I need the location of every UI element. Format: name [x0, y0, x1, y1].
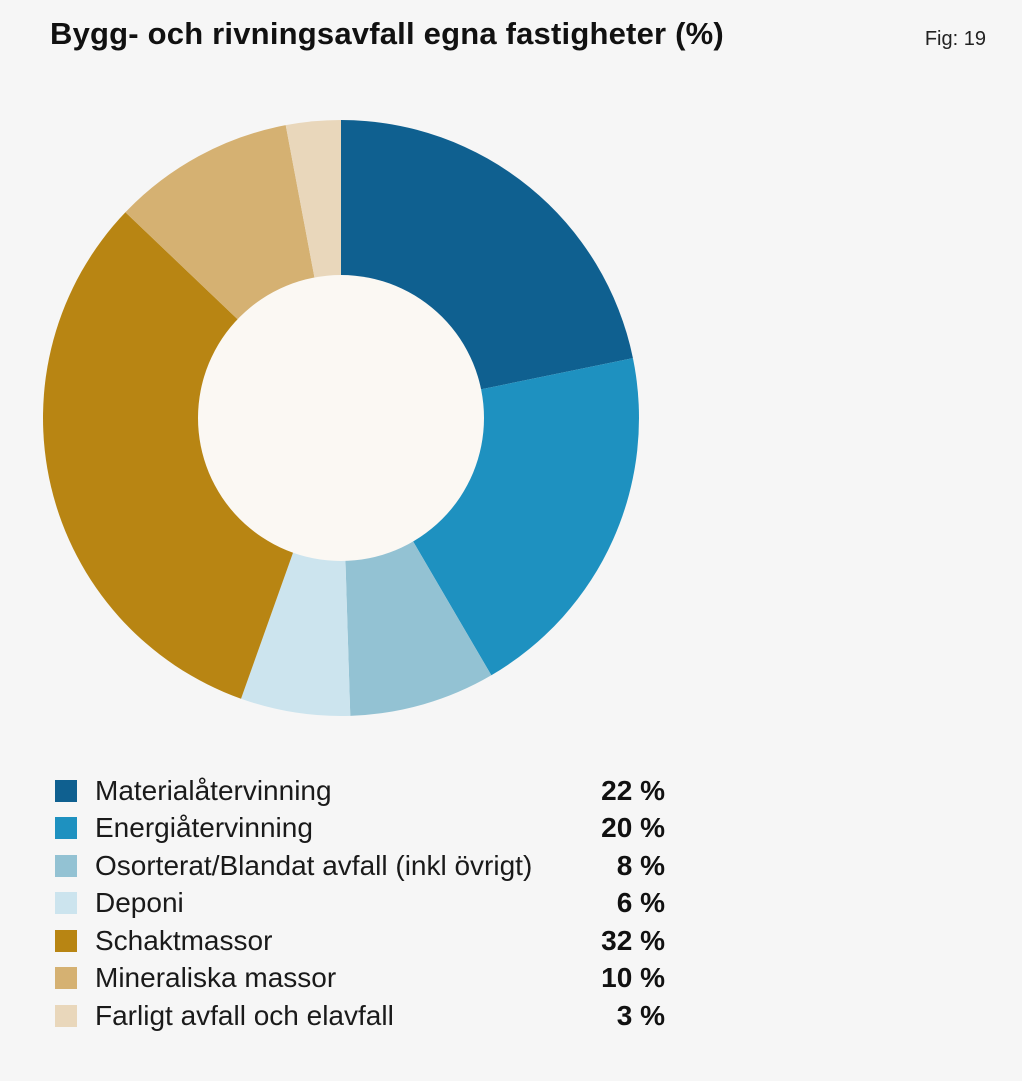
legend-swatch	[55, 817, 77, 840]
legend-item: Mineraliska massor 10 %	[55, 960, 665, 998]
legend-value: 6 %	[616, 887, 665, 919]
legend-label: Deponi	[95, 887, 184, 919]
legend-swatch	[55, 892, 77, 915]
legend-swatch	[55, 929, 77, 952]
legend-item: Schaktmassor 32 %	[55, 922, 665, 960]
legend-value: 22 %	[601, 774, 665, 806]
legend-item: Deponi 6 %	[55, 885, 665, 923]
legend-item: Energiåtervinning 20 %	[55, 810, 665, 848]
legend-label: Osorterat/Blandat avfall (inkl övrigt)	[95, 849, 533, 881]
donut-slice-5	[43, 212, 342, 699]
legend: Materialåtervinning 22 % Energiåtervinning…	[55, 772, 665, 1035]
donut-hole	[198, 275, 484, 561]
legend-label: Mineraliska massor	[95, 962, 337, 994]
legend-item: Materialåtervinning 22 %	[55, 772, 665, 810]
legend-swatch	[55, 967, 77, 990]
legend-value: 8 %	[616, 849, 665, 881]
chart-title: Bygg- och rivningsavfall egna fastighete…	[50, 16, 724, 51]
donut-chart	[43, 120, 640, 716]
legend-swatch	[55, 854, 77, 877]
legend-value: 3 %	[616, 999, 665, 1031]
legend-swatch	[55, 1004, 77, 1027]
legend-label: Materialåtervinning	[95, 774, 332, 806]
legend-value: 32 %	[601, 924, 665, 956]
legend-item: Farligt avfall och elavfall 3 %	[55, 997, 665, 1035]
legend-label: Schaktmassor	[95, 924, 273, 956]
legend-value: 20 %	[601, 812, 665, 844]
figure-number: Fig: 19	[924, 28, 986, 50]
legend-swatch	[55, 779, 77, 802]
legend-label: Farligt avfall och elavfall	[95, 999, 394, 1031]
legend-value: 10 %	[601, 962, 665, 994]
legend-item: Osorterat/Blandat avfall (inkl övrigt) 8 …	[55, 847, 665, 885]
legend-label: Energiåtervinning	[95, 812, 313, 844]
